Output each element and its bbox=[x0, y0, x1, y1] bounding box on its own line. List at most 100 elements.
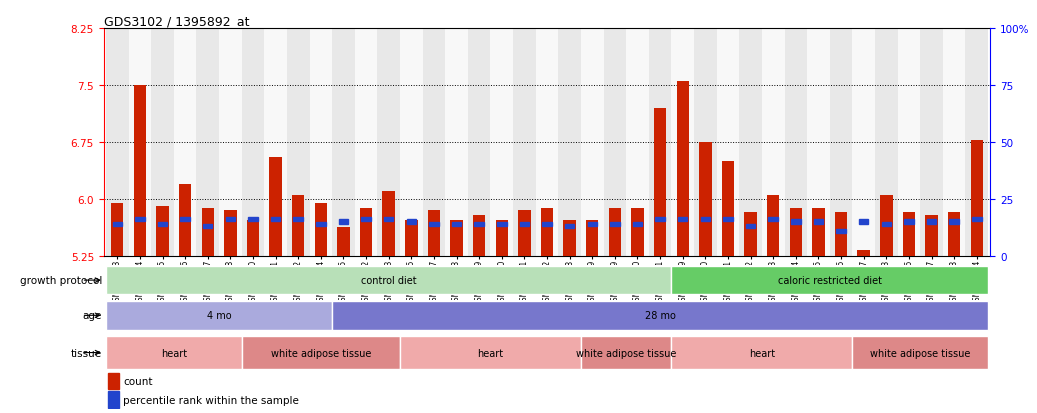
Text: growth protocol: growth protocol bbox=[20, 275, 102, 285]
Bar bbox=[452, 222, 461, 226]
Bar bbox=[835, 213, 847, 256]
Bar bbox=[739, 29, 762, 256]
Bar bbox=[676, 82, 689, 256]
Text: GDS3102 / 1395892_at: GDS3102 / 1395892_at bbox=[104, 15, 249, 28]
Bar bbox=[134, 86, 146, 256]
Bar bbox=[581, 29, 604, 256]
Bar bbox=[699, 142, 711, 256]
Bar bbox=[723, 218, 733, 222]
Bar bbox=[542, 222, 552, 226]
Bar bbox=[971, 140, 983, 256]
Bar bbox=[859, 220, 868, 224]
Bar bbox=[558, 29, 581, 256]
Bar bbox=[201, 209, 214, 256]
Bar bbox=[264, 29, 287, 256]
Bar bbox=[293, 218, 303, 222]
Bar bbox=[904, 220, 914, 224]
Bar bbox=[563, 221, 576, 256]
Bar bbox=[632, 209, 644, 256]
Text: heart: heart bbox=[477, 348, 504, 358]
Bar bbox=[497, 222, 506, 226]
Bar bbox=[332, 301, 988, 330]
Text: tissue: tissue bbox=[71, 348, 102, 358]
Bar bbox=[111, 203, 123, 256]
Text: heart: heart bbox=[749, 348, 775, 358]
Text: count: count bbox=[123, 376, 152, 386]
Bar bbox=[219, 29, 242, 256]
Text: percentile rank within the sample: percentile rank within the sample bbox=[123, 394, 299, 405]
Bar bbox=[830, 29, 852, 256]
Text: control diet: control diet bbox=[361, 275, 417, 285]
Bar bbox=[248, 218, 258, 222]
Bar bbox=[518, 211, 531, 256]
Bar bbox=[972, 218, 981, 222]
Bar bbox=[671, 337, 852, 369]
Bar bbox=[671, 29, 694, 256]
Bar bbox=[377, 29, 400, 256]
Bar bbox=[361, 218, 371, 222]
Bar bbox=[129, 29, 151, 256]
Bar bbox=[654, 109, 667, 256]
Bar bbox=[496, 221, 508, 256]
Bar bbox=[789, 209, 802, 256]
Bar bbox=[445, 29, 468, 256]
Bar bbox=[203, 224, 213, 229]
Bar bbox=[881, 222, 891, 226]
Bar bbox=[106, 266, 671, 295]
Bar bbox=[586, 221, 598, 256]
Bar bbox=[332, 29, 355, 256]
Bar bbox=[565, 224, 574, 229]
Bar bbox=[745, 213, 757, 256]
Bar bbox=[791, 220, 801, 224]
Bar bbox=[898, 29, 920, 256]
Bar bbox=[581, 337, 671, 369]
Bar bbox=[902, 213, 915, 256]
Bar bbox=[513, 29, 536, 256]
Bar bbox=[316, 222, 326, 226]
Bar bbox=[768, 218, 778, 222]
Bar bbox=[383, 192, 395, 256]
Bar bbox=[270, 158, 282, 256]
Bar bbox=[836, 229, 846, 233]
Bar bbox=[694, 29, 717, 256]
Bar bbox=[717, 29, 739, 256]
Bar bbox=[520, 222, 529, 226]
Bar bbox=[292, 195, 305, 256]
Bar bbox=[701, 218, 710, 222]
Bar bbox=[965, 29, 988, 256]
Bar bbox=[626, 29, 649, 256]
Bar bbox=[450, 221, 463, 256]
Text: 28 mo: 28 mo bbox=[645, 311, 675, 320]
Text: age: age bbox=[83, 311, 102, 320]
Bar bbox=[106, 337, 242, 369]
Bar bbox=[196, 29, 219, 256]
Bar bbox=[314, 203, 327, 256]
Bar bbox=[429, 222, 439, 226]
Bar bbox=[355, 29, 377, 256]
Bar bbox=[339, 220, 348, 224]
Bar bbox=[108, 392, 119, 408]
Bar bbox=[610, 222, 620, 226]
Text: white adipose tissue: white adipose tissue bbox=[870, 348, 971, 358]
Bar bbox=[649, 29, 671, 256]
Bar bbox=[655, 218, 665, 222]
Bar bbox=[224, 211, 236, 256]
Bar bbox=[113, 222, 122, 226]
Bar bbox=[852, 337, 988, 369]
Bar bbox=[812, 209, 824, 256]
Bar bbox=[950, 220, 959, 224]
Bar bbox=[106, 29, 129, 256]
Bar bbox=[468, 29, 491, 256]
Bar bbox=[242, 337, 400, 369]
Bar bbox=[423, 29, 445, 256]
Bar bbox=[242, 29, 264, 256]
Bar bbox=[604, 29, 626, 256]
Bar bbox=[852, 29, 875, 256]
Bar bbox=[384, 218, 393, 222]
Text: white adipose tissue: white adipose tissue bbox=[271, 348, 371, 358]
Bar bbox=[927, 220, 936, 224]
Bar bbox=[360, 209, 372, 256]
Bar bbox=[337, 227, 349, 256]
Bar bbox=[151, 29, 174, 256]
Bar bbox=[287, 29, 309, 256]
